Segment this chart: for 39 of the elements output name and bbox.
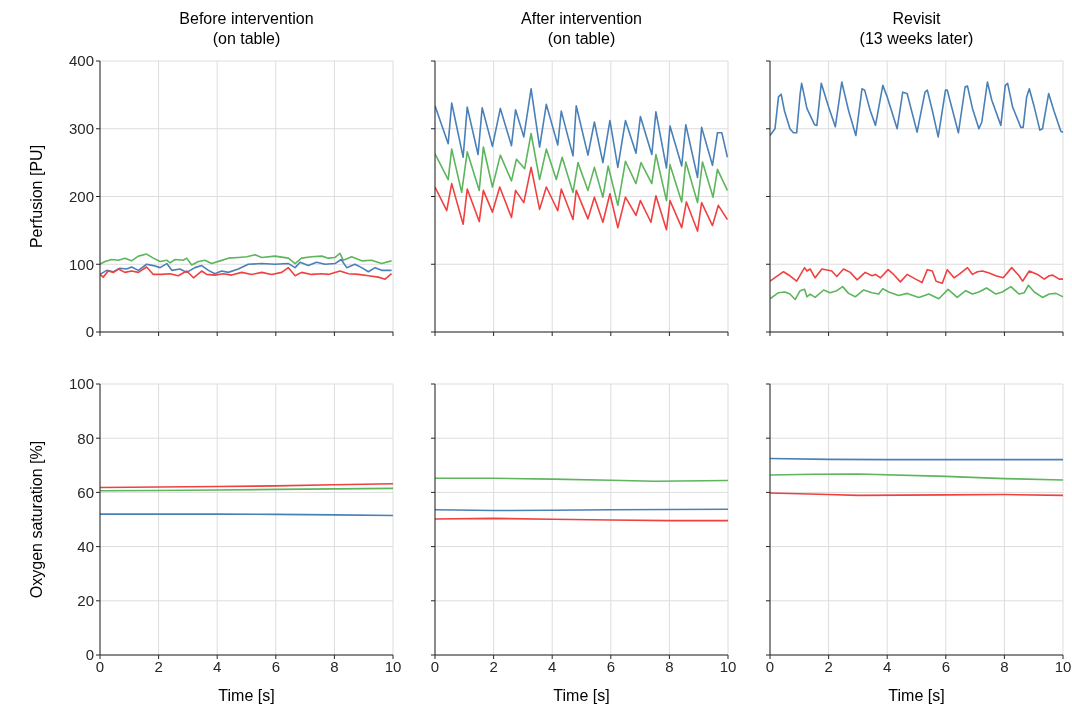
chart-title: After intervention (on table) bbox=[520, 9, 643, 49]
line-series bbox=[100, 258, 393, 276]
x-tick-label: 2 bbox=[154, 657, 163, 675]
x-tick-label: 10 bbox=[719, 657, 737, 675]
x-tick-label: 4 bbox=[213, 657, 222, 675]
x-tick-label: 4 bbox=[883, 657, 892, 675]
y-tick-label: 400 bbox=[68, 52, 94, 70]
x-axis-title: Time [s] bbox=[888, 687, 945, 704]
y-tick-label: 100 bbox=[68, 375, 94, 393]
x-axis-title: Time [s] bbox=[553, 687, 610, 704]
y-tick-label: 300 bbox=[68, 120, 94, 138]
x-tick-label: 6 bbox=[606, 657, 615, 675]
x-tick-label: 8 bbox=[665, 657, 674, 675]
x-tick-label: 8 bbox=[330, 657, 339, 675]
y-tick-label: 0 bbox=[85, 646, 94, 664]
x-tick-label: 8 bbox=[1000, 657, 1009, 675]
x-tick-label: 4 bbox=[548, 657, 557, 675]
y-tick-label: 0 bbox=[85, 323, 94, 341]
x-tick-label: 6 bbox=[941, 657, 950, 675]
y-tick-label: 20 bbox=[77, 592, 94, 610]
x-tick-label: 10 bbox=[1054, 657, 1072, 675]
y-tick-label: 200 bbox=[68, 187, 94, 205]
chart-title: Revisit (13 weeks later) bbox=[858, 9, 975, 49]
x-tick-label: 2 bbox=[489, 657, 498, 675]
x-tick-label: 0 bbox=[765, 657, 775, 675]
y-tick-label: 100 bbox=[68, 255, 94, 273]
y-axis-title: Perfusion [PU] bbox=[27, 144, 45, 249]
x-tick-label: 0 bbox=[430, 657, 440, 675]
y-tick-label: 80 bbox=[77, 429, 94, 447]
x-tick-label: 10 bbox=[384, 657, 402, 675]
y-tick-label: 60 bbox=[77, 483, 94, 501]
x-tick-label: 2 bbox=[824, 657, 833, 675]
chart-title: Before intervention (on table) bbox=[178, 9, 315, 49]
line-series bbox=[100, 252, 393, 266]
x-axis-title: Time [s] bbox=[218, 687, 275, 704]
line-series bbox=[100, 266, 393, 280]
y-tick-label: 40 bbox=[77, 537, 94, 555]
x-tick-label: 6 bbox=[271, 657, 280, 675]
y-axis-title: Oxygen saturation [%] bbox=[27, 440, 45, 599]
